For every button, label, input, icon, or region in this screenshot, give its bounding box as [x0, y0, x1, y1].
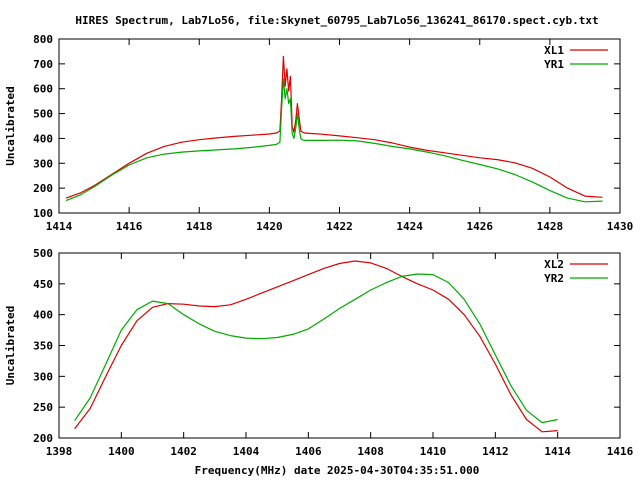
legend-label-yr1: YR1	[544, 58, 564, 71]
series-line-yr2	[74, 273, 558, 424]
y-tick-label: 300	[33, 157, 53, 170]
y-tick-label: 400	[33, 132, 53, 145]
x-tick-label: 1402	[170, 445, 197, 458]
y-tick-label: 450	[33, 278, 53, 291]
y-tick-label: 350	[33, 340, 53, 353]
x-tick-label: 1424	[396, 220, 423, 233]
x-tick-label: 1400	[108, 445, 135, 458]
x-tick-label: 1398	[46, 445, 73, 458]
x-tick-label: 1406	[295, 445, 322, 458]
x-tick-label: 1416	[607, 445, 634, 458]
y-tick-label: 300	[33, 370, 53, 383]
x-tick-label: 1420	[256, 220, 283, 233]
y-tick-label: 800	[33, 33, 53, 46]
y-axis-label: Uncalibrated	[4, 86, 17, 165]
chart-panel-1: 1414 1416 1418 1420 1422 1424 1426 1428 1430 100 2…	[4, 33, 633, 233]
chart-panels: 1414 1416 1418 1420 1422 1424 1426 1428 1430 100 2…	[4, 33, 634, 458]
x-tick-label: 1410	[420, 445, 447, 458]
y-tick-label: 200	[33, 182, 53, 195]
y-tick-label: 600	[33, 83, 53, 96]
legend-label-xl1: XL1	[544, 44, 564, 57]
x-tick-label: 1404	[233, 445, 260, 458]
x-tick-label: 1416	[116, 220, 143, 233]
plot-frame	[58, 38, 621, 214]
y-tick-label: 100	[33, 207, 53, 220]
x-tick-label: 1414	[544, 445, 571, 458]
y-tick-label: 500	[33, 108, 53, 121]
series-line-xl1	[65, 55, 603, 199]
x-tick-label: 1412	[482, 445, 509, 458]
y-tick-label: 700	[33, 58, 53, 71]
x-axis-label: Frequency(MHz) date 2025-04-30T04:35:51.…	[195, 464, 480, 477]
x-tick-label: 1430	[607, 220, 634, 233]
series-line-yr1	[65, 78, 603, 203]
legend-label-yr2: YR2	[544, 272, 564, 285]
y-tick-label: 200	[33, 432, 53, 445]
figure-title: HIRES Spectrum, Lab7Lo56, file:Skynet_60…	[75, 14, 598, 27]
y-tick-label: 250	[33, 401, 53, 414]
y-tick-label: 500	[33, 247, 53, 260]
x-tick-label: 1422	[326, 220, 353, 233]
y-axis-label: Uncalibrated	[4, 306, 17, 385]
chart-panel-2: 1398 1400 1402 1404 1406 1408 1410 1412 1414 1416…	[4, 247, 634, 458]
y-tick-label: 400	[33, 309, 53, 322]
x-tick-label: 1414	[46, 220, 73, 233]
x-tick-label: 1408	[357, 445, 384, 458]
plot-frame	[58, 252, 621, 439]
legend-label-xl2: XL2	[544, 258, 564, 271]
x-tick-label: 1418	[186, 220, 213, 233]
x-tick-label: 1428	[537, 220, 564, 233]
series-line-xl2	[74, 260, 558, 433]
x-tick-label: 1426	[467, 220, 494, 233]
